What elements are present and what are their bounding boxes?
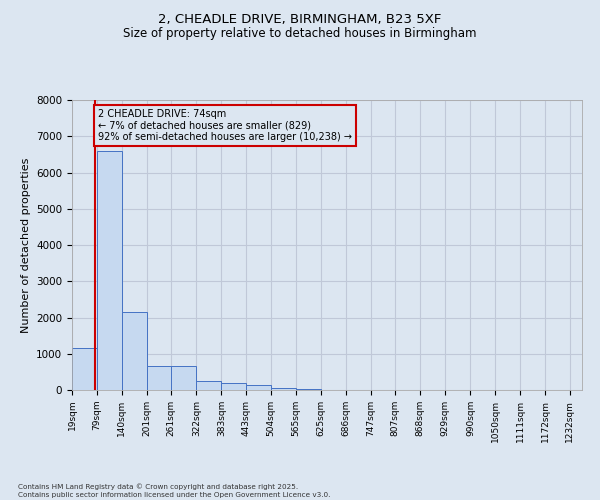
Bar	[246, 386, 271, 390]
Bar	[97, 151, 122, 390]
Bar	[171, 366, 196, 390]
Bar	[146, 366, 172, 390]
Y-axis label: Number of detached properties: Number of detached properties	[20, 158, 31, 332]
Bar	[271, 388, 296, 390]
Bar	[221, 383, 247, 390]
Text: Size of property relative to detached houses in Birmingham: Size of property relative to detached ho…	[123, 28, 477, 40]
Bar	[72, 348, 97, 390]
Text: 2 CHEADLE DRIVE: 74sqm
← 7% of detached houses are smaller (829)
92% of semi-det: 2 CHEADLE DRIVE: 74sqm ← 7% of detached …	[98, 109, 352, 142]
Text: 2, CHEADLE DRIVE, BIRMINGHAM, B23 5XF: 2, CHEADLE DRIVE, BIRMINGHAM, B23 5XF	[158, 12, 442, 26]
Text: Contains HM Land Registry data © Crown copyright and database right 2025.
Contai: Contains HM Land Registry data © Crown c…	[18, 484, 331, 498]
Bar	[122, 312, 146, 390]
Bar	[196, 381, 221, 390]
